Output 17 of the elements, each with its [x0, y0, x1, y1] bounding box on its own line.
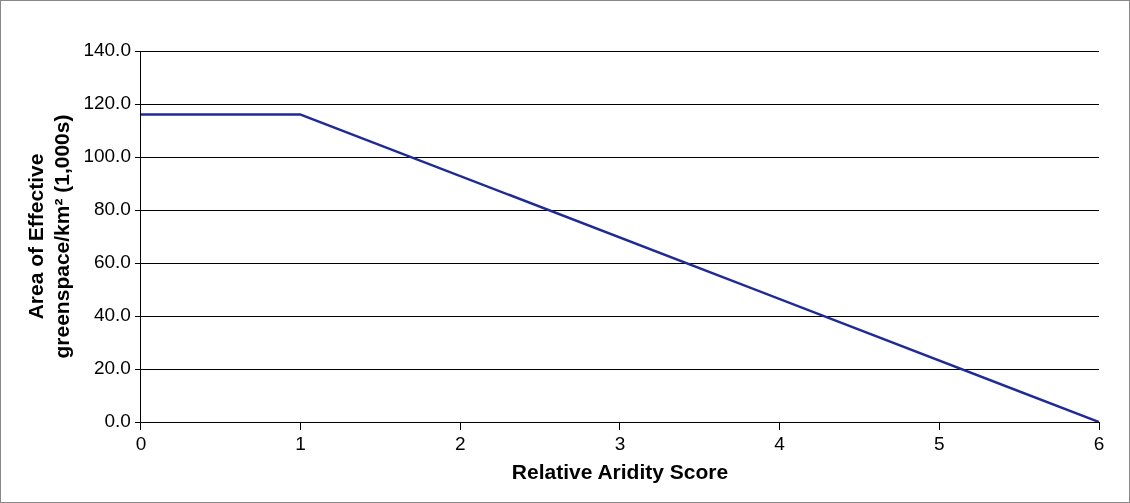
y-tick-label: 80.0 [93, 198, 131, 220]
x-axis-title: Relative Aridity Score [511, 460, 729, 484]
x-tick-label: 2 [455, 432, 466, 454]
x-tick-label: 6 [1093, 432, 1105, 454]
x-tick-label: 0 [135, 432, 147, 454]
y-tick-label: 140.0 [83, 39, 131, 61]
y-axis-title: Area of Effective greenspace/km² (1,000s) [24, 114, 73, 359]
x-tick-label: 4 [774, 432, 786, 454]
x-tick-label: 3 [614, 432, 626, 454]
x-tick-label: 1 [295, 432, 306, 454]
y-tick-label: 120.0 [83, 92, 131, 114]
y-tick-label: 0.0 [104, 410, 131, 432]
y-tick-label: 60.0 [93, 251, 131, 273]
y-tick-label: 20.0 [93, 357, 131, 379]
x-tick-label: 5 [934, 432, 945, 454]
y-tick-label: 40.0 [93, 304, 131, 326]
y-tick-label: 100.0 [83, 145, 131, 167]
